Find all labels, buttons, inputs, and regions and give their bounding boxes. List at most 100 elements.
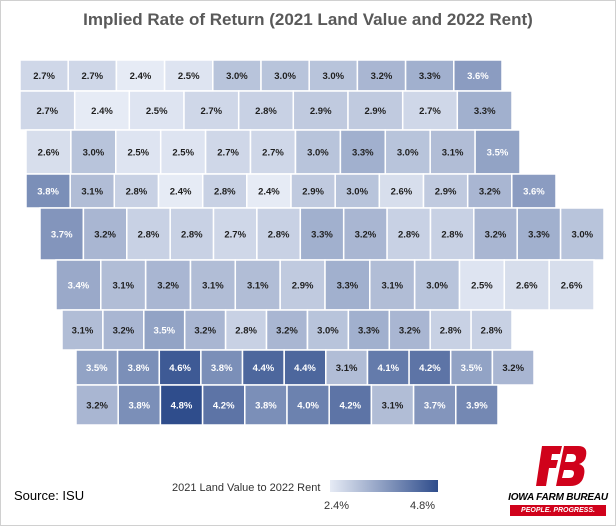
county-value-label: 3.2% [355, 230, 377, 241]
county-region [388, 309, 431, 351]
county-value-label: 3.4% [68, 281, 90, 292]
county-region [244, 384, 288, 426]
county-region [324, 259, 371, 311]
county-value-label: 3.3% [352, 148, 374, 159]
county-value-label: 2.4% [130, 71, 152, 82]
legend-gradient-bar [330, 480, 438, 492]
county-value-label: 3.1% [202, 281, 224, 292]
county-value-label: 3.0% [274, 71, 296, 82]
logo-tagline: PEOPLE. PROGRESS. PRIDE. [510, 505, 606, 525]
county-value-label: 2.8% [126, 187, 148, 198]
county-value-label: 2.8% [268, 230, 290, 241]
county-value-label: 2.4% [258, 187, 280, 198]
county-value-label: 3.1% [336, 363, 358, 374]
county-region [61, 309, 104, 351]
county-value-label: 3.1% [247, 281, 269, 292]
county-value-label: 3.3% [337, 281, 359, 292]
county-value-label: 2.4% [91, 106, 113, 117]
county-region [308, 59, 359, 92]
county-value-label: 3.2% [157, 281, 179, 292]
county-region [279, 259, 326, 311]
county-value-label: 3.0% [307, 148, 329, 159]
county-value-label: 3.5% [487, 148, 509, 159]
county-value-label: 3.3% [311, 230, 333, 241]
county-region [159, 129, 207, 175]
county-value-label: 2.8% [138, 230, 160, 241]
county-value-label: 3.8% [211, 363, 233, 374]
county-value-label: 2.8% [255, 106, 277, 117]
county-region [413, 259, 461, 311]
county-value-label: 3.6% [467, 71, 489, 82]
county-value-label: 3.2% [399, 326, 421, 337]
county-region [548, 259, 595, 311]
county-region [286, 384, 330, 426]
county-value-label: 3.0% [317, 326, 339, 337]
county-value-label: 3.2% [485, 230, 507, 241]
county-value-label: 4.4% [253, 363, 275, 374]
county-value-label: 2.9% [292, 281, 314, 292]
county-value-label: 3.1% [382, 401, 404, 412]
county-value-label: 2.6% [516, 281, 538, 292]
county-region [511, 173, 557, 209]
county-region [117, 384, 162, 426]
county-value-label: 2.8% [398, 230, 420, 241]
county-value-label: 2.7% [217, 148, 239, 159]
county-region [328, 384, 373, 426]
county-region [183, 309, 227, 351]
county-value-label: 3.8% [128, 401, 150, 412]
county-value-label: 3.2% [479, 187, 501, 198]
county-value-label: 3.0% [83, 148, 105, 159]
county-region [458, 259, 506, 311]
county-value-label: 2.6% [38, 148, 60, 159]
county-region [144, 259, 192, 311]
county-value-label: 3.1% [112, 281, 134, 292]
county-value-label: 3.2% [86, 401, 108, 412]
county-value-label: 2.7% [224, 230, 246, 241]
legend-max-label: 4.8% [410, 500, 436, 512]
county-region [69, 173, 116, 209]
county-region [75, 384, 119, 426]
county-region [466, 173, 513, 209]
source-note: Source: ISU [14, 488, 85, 503]
county-value-label: 2.9% [302, 187, 324, 198]
county-value-label: 2.5% [172, 148, 194, 159]
county-value-label: 2.6% [561, 281, 583, 292]
county-region [453, 59, 503, 92]
county-region [455, 384, 499, 426]
county-value-label: 4.8% [171, 401, 193, 412]
county-value-label: 4.2% [419, 363, 441, 374]
county-region [189, 259, 237, 311]
county-region [422, 173, 469, 209]
county-value-label: 3.0% [426, 281, 448, 292]
county-region [169, 207, 215, 261]
county-region [75, 349, 119, 386]
county-region [429, 207, 475, 261]
county-value-label: 3.1% [72, 326, 94, 337]
county-value-label: 3.9% [466, 401, 488, 412]
county-region [370, 384, 415, 426]
county-region [356, 59, 407, 92]
county-value-label: 3.2% [194, 326, 216, 337]
farm-bureau-logo [536, 446, 587, 486]
county-value-label: 2.5% [471, 281, 493, 292]
county-region [559, 207, 605, 261]
county-value-label: 3.5% [86, 363, 108, 374]
county-value-label: 3.0% [397, 148, 419, 159]
logo-wordmark: IOWA FARM BUREAU [508, 492, 608, 503]
county-value-label: 2.9% [310, 106, 332, 117]
county-value-label: 2.8% [481, 326, 503, 337]
county-value-label: 3.3% [528, 230, 550, 241]
county-value-label: 2.7% [262, 148, 284, 159]
county-region [201, 384, 246, 426]
county-value-label: 2.9% [435, 187, 457, 198]
county-value-label: 2.7% [33, 71, 55, 82]
map-title: Implied Rate of Return (2021 Land Value … [83, 10, 533, 29]
county-value-label: 3.8% [128, 363, 150, 374]
legend-min-label: 2.4% [324, 500, 350, 512]
county-region [412, 384, 457, 426]
county-value-label: 3.2% [371, 71, 393, 82]
county-value-label: 2.7% [419, 106, 441, 117]
county-value-label: 4.0% [297, 401, 319, 412]
county-value-label: 2.6% [391, 187, 413, 198]
